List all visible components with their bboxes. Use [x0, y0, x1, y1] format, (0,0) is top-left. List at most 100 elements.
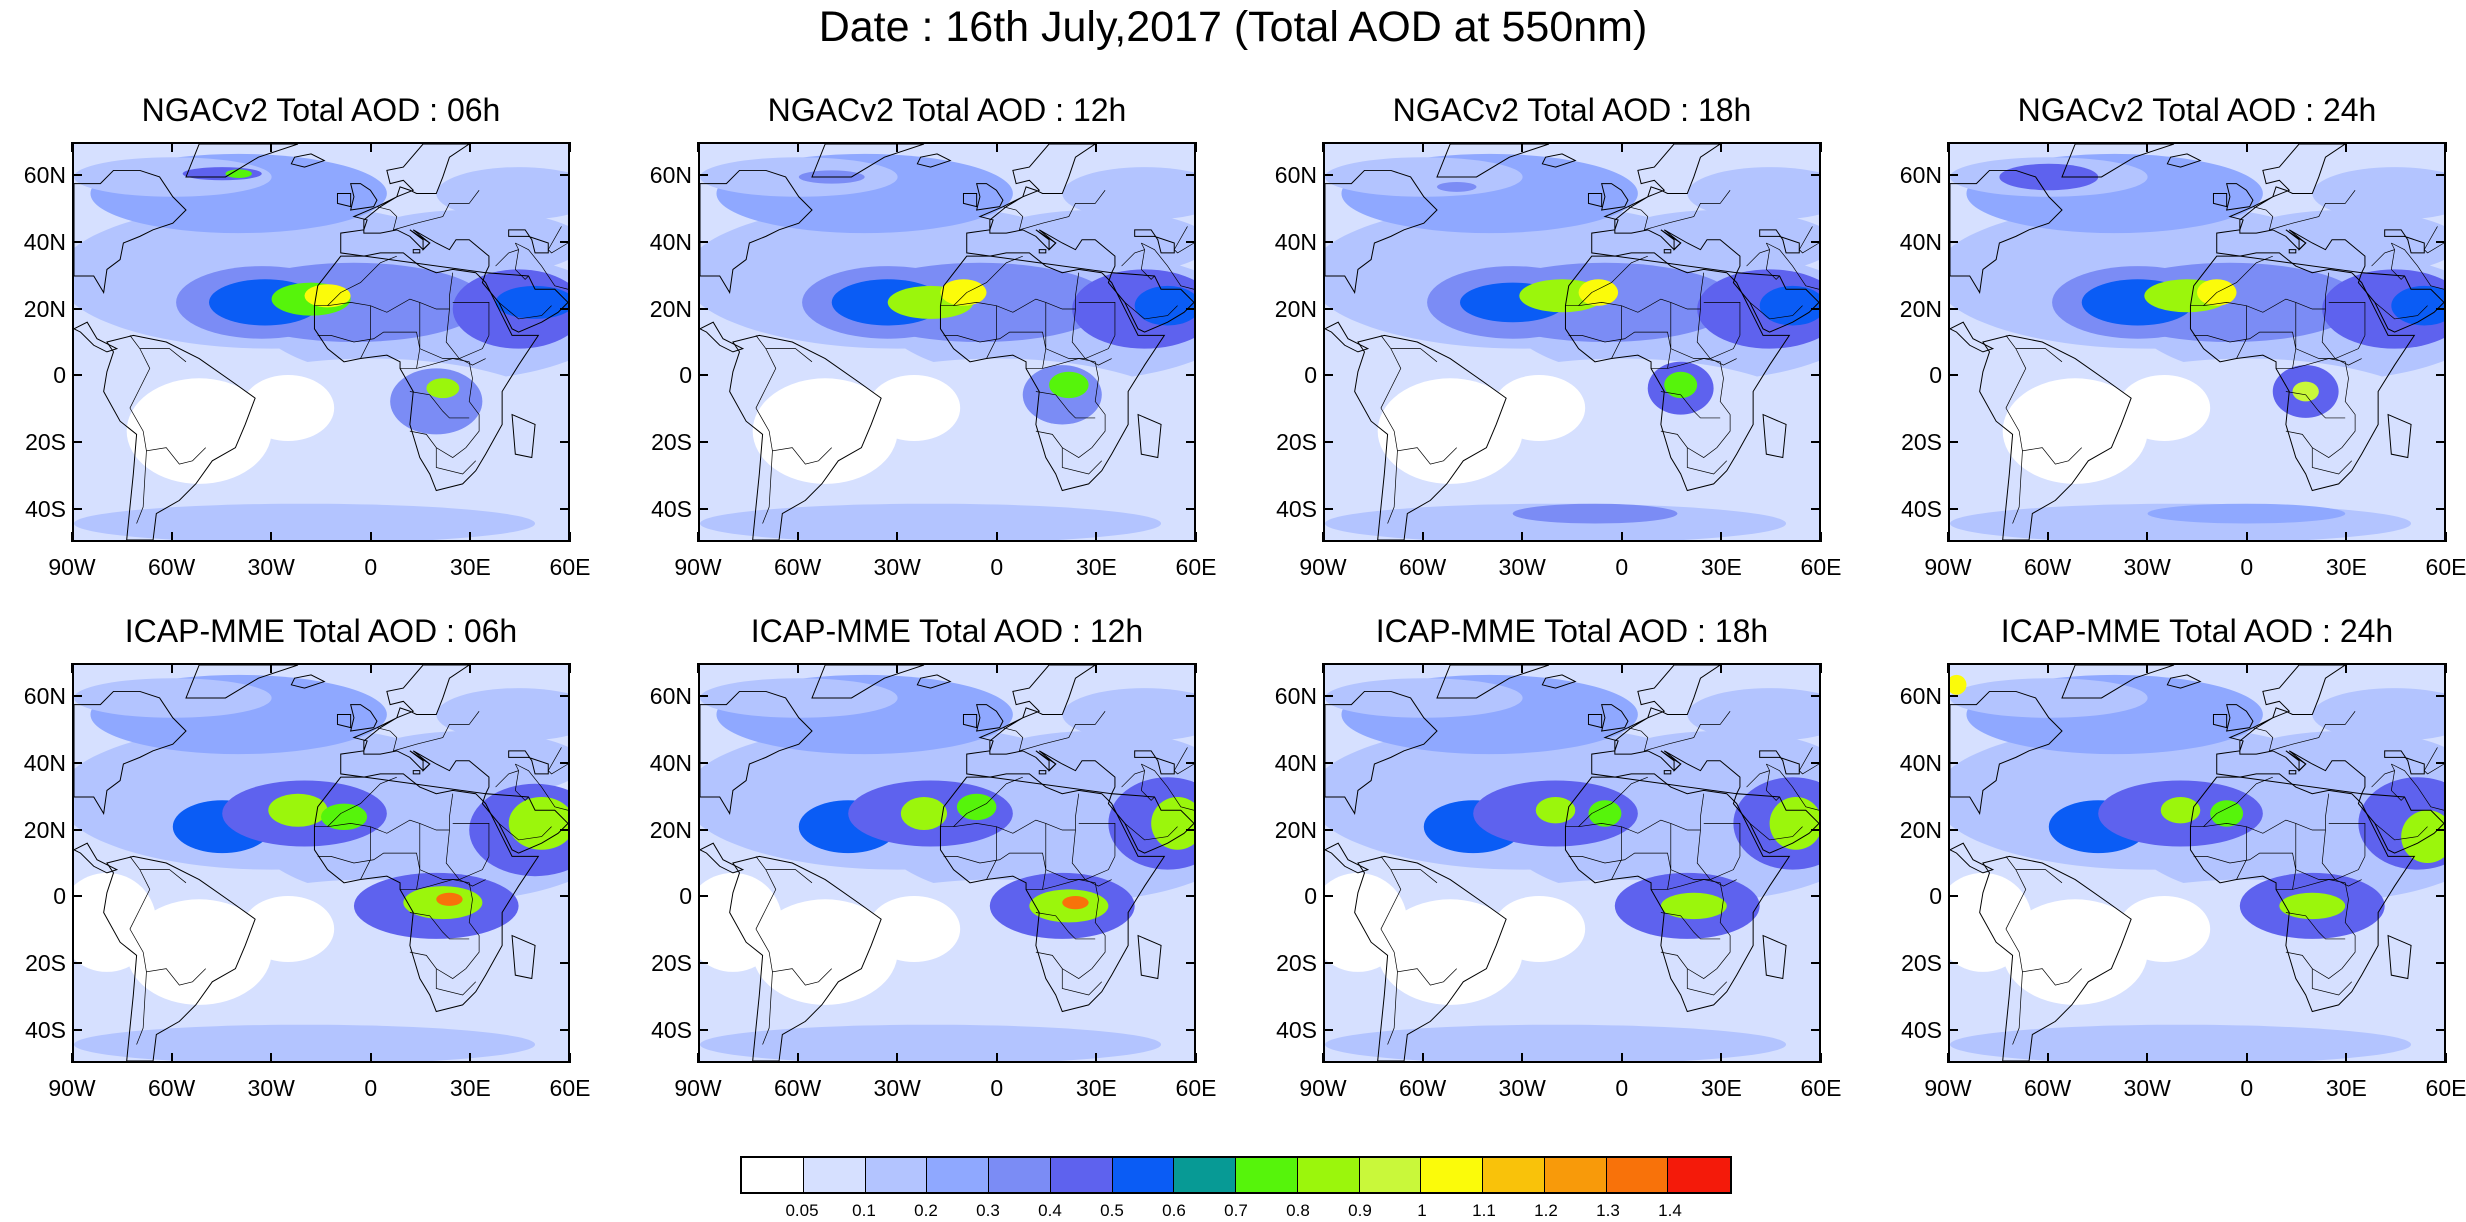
- coastline: [1325, 690, 1438, 815]
- country-border: [1746, 242, 1771, 267]
- country-border: [765, 869, 813, 884]
- low-aod-region: [867, 896, 961, 962]
- map-panel[interactable]: [1323, 142, 1821, 542]
- country-border: [515, 242, 568, 290]
- coastline: [2387, 934, 2412, 980]
- lon-tick: [1521, 1053, 1524, 1063]
- lat-tick-label: 40S: [1901, 1016, 1942, 1043]
- lat-tick: [72, 374, 82, 377]
- country-border: [2371, 242, 2396, 267]
- coastline: [1325, 321, 1370, 353]
- lon-tick-label: 0: [990, 554, 1004, 580]
- country-border: [376, 190, 480, 231]
- lat-tick: [1323, 307, 1333, 310]
- lat-tick-label: 20S: [651, 429, 692, 455]
- aod-plume: [1687, 167, 1819, 220]
- lon-tick-label: 0: [2240, 1075, 2254, 1101]
- lon-tick-label: 30W: [2123, 554, 2171, 580]
- coastline: [1564, 773, 1791, 1013]
- coastline: [700, 842, 745, 874]
- country-border: [1124, 302, 1178, 320]
- map-panel[interactable]: [1323, 663, 1821, 1063]
- lon-tick: [796, 1053, 799, 1063]
- coastline: [1107, 793, 1194, 854]
- country-border: [1766, 763, 1819, 811]
- lon-tick-label: 90W: [48, 1075, 96, 1101]
- aod-plume: [1604, 210, 1819, 276]
- coastline: [1564, 252, 1791, 492]
- aod-plume: [1604, 731, 1819, 797]
- map-panel[interactable]: [1948, 142, 2446, 542]
- aod-plume: [700, 503, 1161, 540]
- lat-tick-label: 40S: [1276, 1016, 1317, 1043]
- country-border: [1568, 331, 1741, 359]
- aod-plume: [1769, 797, 1819, 850]
- country-border: [1380, 335, 1457, 465]
- lat-tick: [1948, 1028, 1958, 1031]
- country-border: [1121, 763, 1146, 788]
- coastline: [1587, 193, 1603, 208]
- lat-tick: [2436, 1028, 2446, 1031]
- map-panel[interactable]: [1948, 663, 2446, 1063]
- lat-tick: [2436, 762, 2446, 764]
- colorbar-label: 0.4: [1038, 1201, 1062, 1220]
- lat-tick: [1811, 762, 1821, 764]
- lon-tick: [2345, 532, 2348, 542]
- coastline: [700, 169, 813, 294]
- lon-tick: [1195, 663, 1197, 673]
- coastline: [336, 714, 352, 729]
- lat-tick-label: 0: [1929, 883, 1942, 910]
- lon-tick: [1720, 142, 1723, 152]
- aod-plume: [426, 378, 460, 399]
- aod-plume: [436, 688, 568, 741]
- lon-tick: [1720, 663, 1723, 673]
- lat-tick: [1323, 962, 1333, 964]
- lat-tick: [1186, 1028, 1196, 1031]
- low-aod-region: [241, 896, 335, 962]
- country-border: [360, 826, 371, 880]
- map-panel[interactable]: [72, 142, 570, 542]
- country-border: [943, 331, 1116, 359]
- lon-tick: [1322, 663, 1324, 673]
- aod-plume: [390, 368, 483, 435]
- aod-plume: [1436, 181, 1477, 192]
- country-border: [1035, 912, 1096, 940]
- lon-tick: [569, 532, 571, 542]
- coastline: [962, 714, 978, 729]
- aod-plume: [2147, 503, 2346, 524]
- colorbar-label: 0.1: [852, 1201, 876, 1220]
- lat-tick-label: 20N: [649, 816, 692, 843]
- colorbar: [740, 1156, 1732, 1194]
- lat-tick-label: 40N: [1274, 229, 1317, 255]
- coastline: [2226, 704, 2254, 732]
- lat-tick-label: 40N: [649, 229, 692, 255]
- lat-tick-label: 40S: [651, 1016, 692, 1043]
- aod-plume: [2391, 285, 2444, 326]
- aod-plume: [2279, 892, 2346, 920]
- lon-tick-label: 30W: [873, 1075, 921, 1101]
- lat-tick: [1948, 374, 1958, 377]
- lon-tick: [2146, 532, 2149, 542]
- coastline: [2166, 153, 2202, 168]
- lat-tick-label: 40N: [1899, 750, 1942, 776]
- country-border: [1660, 391, 1721, 419]
- coastline: [1436, 665, 1550, 699]
- coastline: [2288, 249, 2297, 254]
- colorbar-label: 0.6: [1162, 1201, 1186, 1220]
- coastline: [1759, 750, 1800, 775]
- country-border: [2390, 770, 2405, 801]
- map-panel[interactable]: [698, 663, 1196, 1063]
- lon-tick: [1421, 663, 1424, 673]
- aod-plume: [700, 678, 898, 718]
- aod-map: [700, 665, 1194, 1061]
- map-panel[interactable]: [72, 663, 570, 1063]
- country-border: [1798, 226, 1819, 254]
- map-panel[interactable]: [698, 142, 1196, 542]
- country-border: [136, 450, 147, 524]
- country-border: [400, 358, 480, 458]
- country-border: [2390, 249, 2405, 280]
- lon-tick: [1947, 532, 1949, 542]
- coastline: [1950, 690, 2063, 815]
- lat-tick: [1323, 374, 1333, 377]
- aod-plume: [1325, 678, 1523, 718]
